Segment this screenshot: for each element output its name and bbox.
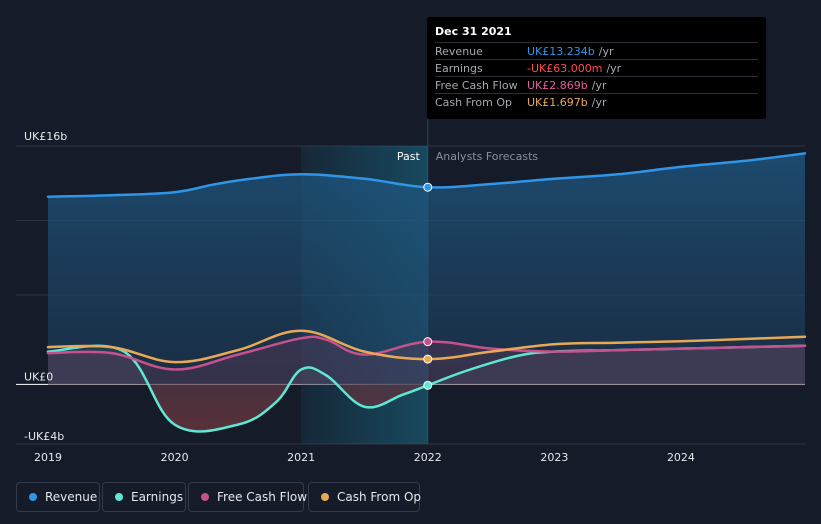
y-tick-label: UK£16b: [24, 130, 67, 143]
x-tick-label: 2022: [414, 451, 442, 464]
revenue-dot-icon: [29, 493, 37, 501]
x-tick-label: 2024: [667, 451, 695, 464]
tooltip-row-revenue: Revenue UK£13.234b/yr: [435, 42, 758, 60]
free-cash-flow-dot-icon: [201, 493, 209, 501]
tooltip-value: UK£13.234b/yr: [527, 45, 614, 58]
tooltip-date: Dec 31 2021: [435, 25, 512, 38]
legend-revenue[interactable]: Revenue: [16, 482, 100, 512]
tooltip-label: Cash From Op: [435, 96, 513, 109]
tooltip-value: -UK£63.000m/yr: [527, 62, 622, 75]
legend-earnings[interactable]: Earnings: [102, 482, 186, 512]
revenue-line: [46, 152, 807, 198]
cash-from-op-line: [46, 329, 807, 364]
y-tick-label: UK£0: [24, 370, 53, 383]
legend-free-cash-flow[interactable]: Free Cash Flow: [188, 482, 308, 512]
earnings-dot-icon: [115, 493, 123, 501]
tooltip-label: Free Cash Flow: [435, 79, 518, 92]
tooltip-value: UK£1.697b/yr: [527, 96, 607, 109]
legend-cash-from-op[interactable]: Cash From Op: [308, 482, 422, 512]
earnings-marker: [423, 380, 433, 390]
legend-label: Free Cash Flow: [217, 490, 308, 504]
legend-label: Cash From Op: [337, 490, 422, 504]
earnings-negative-area: [48, 384, 805, 432]
legend-label: Earnings: [131, 490, 184, 504]
earnings-area: [48, 345, 805, 432]
cash-from-op-dot-icon: [321, 493, 329, 501]
free-cash-flow-marker: [423, 337, 433, 347]
tooltip-row-earnings: Earnings -UK£63.000m/yr: [435, 59, 758, 77]
free-cash-flow-line: [46, 335, 807, 371]
past-label: Past: [397, 150, 421, 163]
revenue-area: [48, 153, 805, 385]
tooltip-value: UK£2.869b/yr: [527, 79, 607, 92]
x-tick-label: 2023: [540, 451, 568, 464]
forecast-label: Analysts Forecasts: [436, 150, 539, 163]
x-tick-label: 2019: [34, 451, 62, 464]
tooltip-label: Earnings: [435, 62, 483, 75]
y-tick-label: -UK£4b: [24, 430, 64, 443]
x-tick-label: 2020: [161, 451, 189, 464]
legend-label: Revenue: [45, 490, 98, 504]
revenue-marker: [423, 182, 433, 192]
tooltip-row-free-cash-flow: Free Cash Flow UK£2.869b/yr: [435, 76, 758, 94]
cash-from-op-marker: [423, 354, 433, 364]
tooltip-label: Revenue: [435, 45, 483, 58]
tooltip: Dec 31 2021 Revenue UK£13.234b/yr Earnin…: [427, 17, 766, 119]
x-tick-label: 2021: [287, 451, 315, 464]
tooltip-row-cash-from-op: Cash From Op UK£1.697b/yr: [435, 93, 758, 111]
